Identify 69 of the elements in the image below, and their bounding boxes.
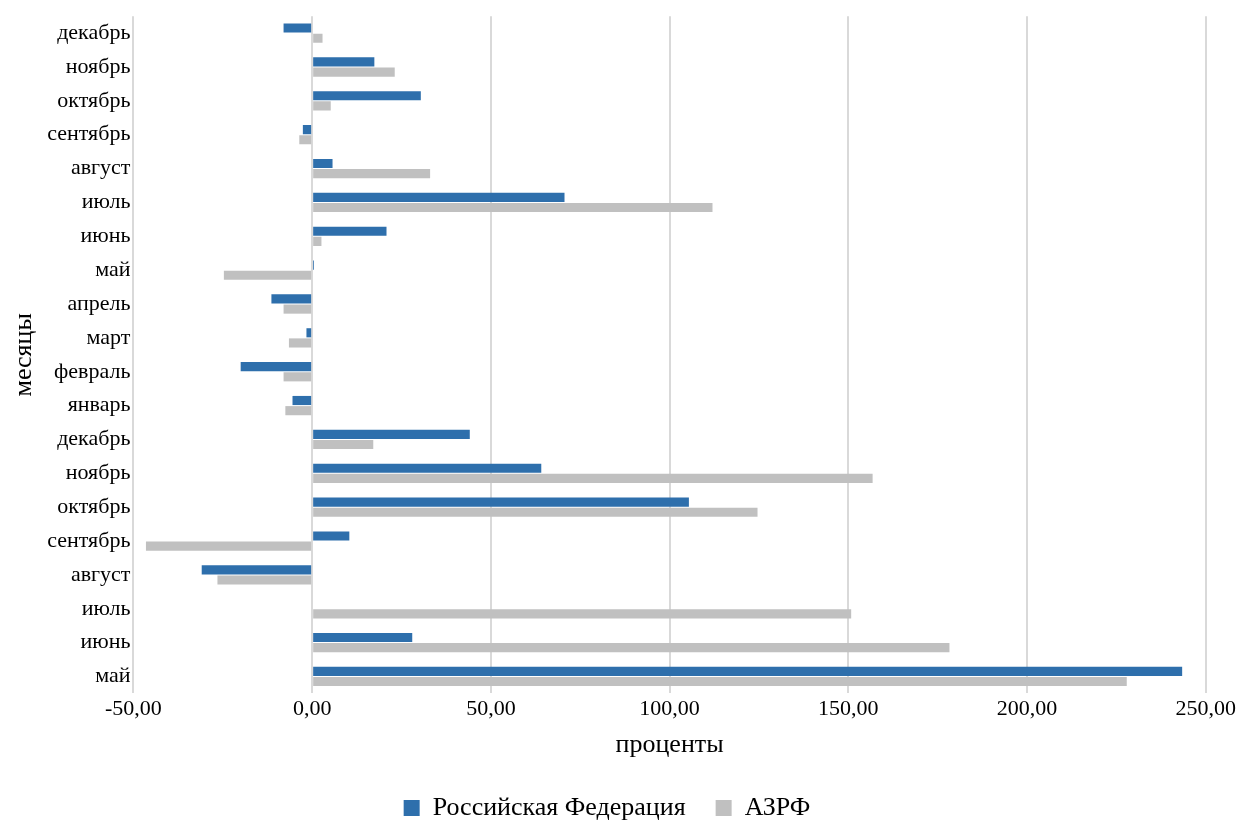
bar [313,676,1127,687]
y-tick-label: ноябрь [65,459,131,485]
y-tick-label: июнь [80,628,131,654]
bar [288,338,312,348]
bar [313,497,689,507]
bar [313,429,470,439]
y-tick-label: май [95,255,131,281]
bar [313,91,421,101]
bar [217,575,312,585]
y-tick-label: сентябрь [47,526,131,552]
y-tick-label: май [95,662,131,688]
y-tick-label: февраль [54,357,131,383]
x-tick-label: 150,00 [818,695,879,721]
bar [201,565,312,575]
bar [285,406,312,416]
y-tick-label: июль [81,188,131,214]
legend-label: АЗРФ [744,791,811,821]
y-tick-label: август [70,154,131,180]
bar [306,328,312,338]
y-tick-label: январь [67,391,131,417]
bar [283,23,312,33]
x-tick-label: 200,00 [996,695,1058,721]
y-tick-label: октябрь [57,492,131,518]
bar [313,192,565,202]
y-tick-label: декабрь [57,425,131,451]
bar [313,101,331,111]
bar [313,57,375,67]
bar [313,632,413,643]
bar [292,395,312,406]
bar [145,541,312,551]
bar [313,67,395,77]
y-tick-label: июль [81,594,131,620]
y-tick-label: октябрь [57,86,131,112]
x-tick-label: 250,00 [1175,695,1236,721]
bar [313,463,542,473]
y-tick-label: декабрь [57,18,131,44]
bar [313,439,374,450]
bar [223,270,312,280]
bar [299,135,312,145]
y-tick-label: ноябрь [65,52,131,78]
y-tick-label: июнь [80,222,131,248]
x-axis-title: проценты [615,729,724,759]
y-tick-label: сентябрь [47,120,131,146]
x-tick-label: 100,00 [639,695,700,721]
bar [313,666,1183,676]
x-tick-label: 0,00 [292,695,332,721]
bar [313,202,713,213]
bar [313,609,852,619]
bar [302,125,312,135]
bar [313,473,873,483]
y-tick-label: март [86,323,131,349]
bar [283,372,312,382]
bar [313,507,758,517]
bar [313,169,431,179]
y-tick-label: август [70,560,131,586]
bar [313,531,350,541]
bar [240,362,312,372]
bar [313,236,322,246]
y-tick-label: апрель [67,289,131,315]
bar [313,226,387,236]
x-tick-label: -50,00 [105,695,162,721]
y-axis-title: месяцы [8,313,38,397]
legend-label: Российская Федерация [432,791,686,821]
bar [313,33,323,43]
bar [313,158,333,169]
bar [313,643,950,653]
x-tick-label: 50,00 [466,695,516,721]
bar [283,304,312,314]
bar [271,294,312,304]
